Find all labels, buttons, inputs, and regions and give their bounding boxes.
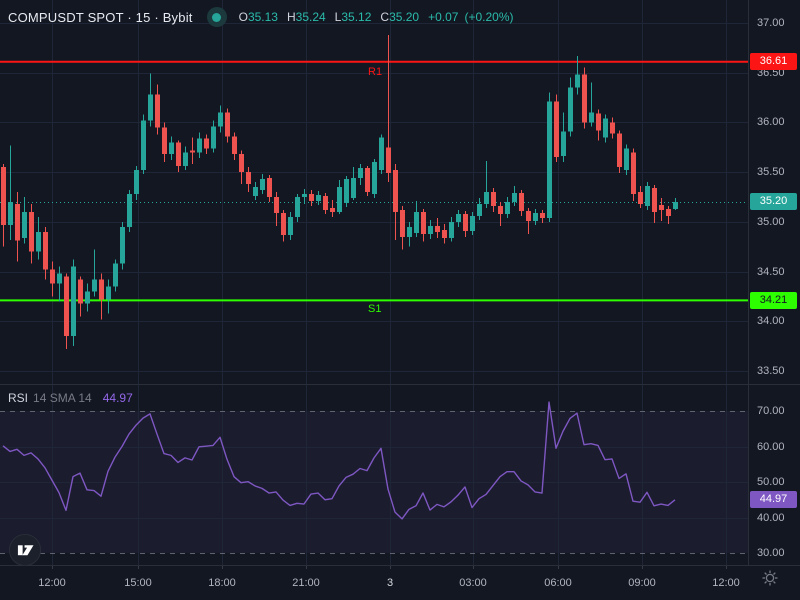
chart-header: COMPUSDT SPOT · 15 · Bybit O35.13 H35.24… [8, 5, 520, 29]
high-value: 35.24 [295, 10, 326, 24]
price-axis-tick: 34.00 [757, 315, 785, 328]
high-label: H [286, 10, 296, 24]
price-axis-tick: 35.50 [757, 166, 785, 179]
price-axis-tick: 35.00 [757, 215, 785, 228]
rsi-axis-tick: 50.00 [757, 476, 785, 488]
change-percent: (+0.20%) [464, 10, 514, 24]
market-status-icon[interactable] [206, 7, 227, 27]
price-axis-tick: 36.00 [757, 116, 785, 129]
close-value: 35.20 [389, 10, 420, 24]
time-axis-label: 12:00 [712, 577, 740, 589]
s1-level-label: S1 [368, 303, 382, 316]
rsi-legend-params: 14 SMA 14 [33, 391, 92, 405]
tradingview-logo[interactable] [8, 533, 42, 567]
close-label: C [380, 10, 390, 24]
rsi-indicator-legend[interactable]: RSI 14 SMA 14 44.97 [8, 391, 133, 405]
rsi-value-badge: 44.97 [750, 491, 797, 509]
rsi-axis-tick: 30.00 [757, 547, 785, 559]
price-axis-tick: 34.50 [757, 265, 785, 278]
time-axis-label: 09:00 [628, 577, 656, 589]
open-value: 35.13 [247, 10, 278, 24]
symbol-title[interactable]: COMPUSDT SPOT · 15 · Bybit [8, 9, 193, 25]
price-axis[interactable]: 37.00 36.50 36.00 35.50 35.00 34.50 34.00 33.50… [748, 0, 800, 565]
time-axis-label: 21:00 [292, 577, 320, 589]
change-absolute: +0.07 [428, 10, 459, 24]
tradingview-logo-glyph [17, 545, 23, 556]
time-axis-label: 03:00 [459, 577, 487, 589]
low-value: 35.12 [341, 10, 372, 24]
last-price-badge: 35.20 [750, 193, 797, 211]
time-axis-label: 15:00 [124, 577, 152, 589]
rsi-axis-tick: 70.00 [757, 405, 785, 417]
rsi-axis-tick: 40.00 [757, 511, 785, 524]
ohlc-values: O35.13 H35.24 L35.12 C35.20 +0.07 (+0.20… [239, 10, 520, 24]
price-axis-tick: 33.50 [757, 365, 785, 377]
time-axis[interactable]: 12:00 15:00 18:00 21:00 3 03:00 06:00 09:00 12:0… [0, 565, 800, 600]
time-axis-label: 06:00 [544, 577, 572, 589]
market-status-dot [212, 12, 222, 22]
time-axis-label: 3 [386, 577, 394, 589]
rsi-legend-value: 44.97 [102, 391, 133, 405]
rsi-axis-tick: 60.00 [757, 440, 785, 453]
s1-price-badge: 34.21 [750, 291, 797, 309]
open-label: O [238, 10, 248, 24]
r1-level-label: R1 [368, 65, 383, 78]
time-axis-label: 18:00 [208, 577, 236, 589]
axis-settings-gear-icon[interactable] [761, 569, 779, 587]
time-axis-label: 12:00 [38, 577, 66, 589]
r1-price-badge: 36.61 [750, 53, 797, 71]
rsi-legend-title: RSI [8, 391, 29, 405]
low-label: L [334, 10, 342, 24]
price-axis-tick: 37.00 [757, 17, 785, 29]
